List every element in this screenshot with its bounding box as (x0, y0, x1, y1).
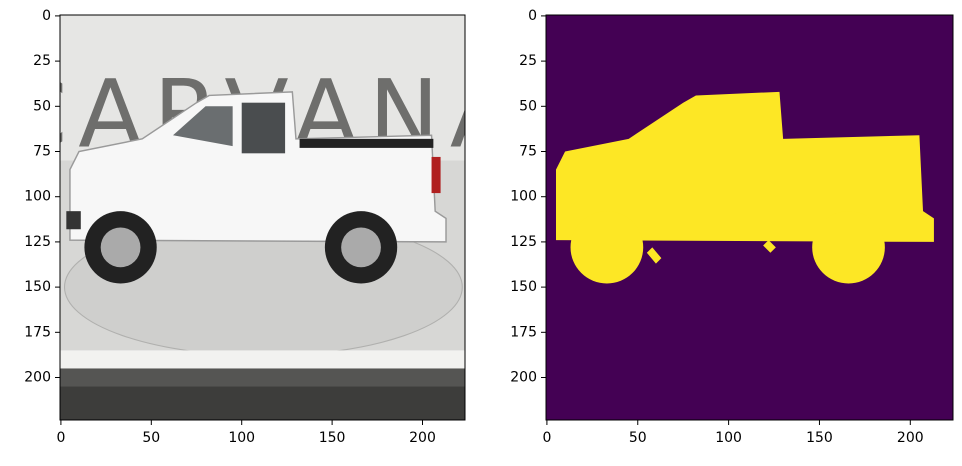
x-tick-label: 100 (228, 430, 255, 446)
y-tick-label: 200 (510, 370, 537, 386)
y-tick-label: 150 (24, 279, 51, 295)
axes-frame (545, 14, 954, 421)
x-tick-label: 0 (542, 430, 551, 446)
y-tick-label: 75 (33, 144, 51, 160)
y-tick-label: 50 (33, 98, 51, 114)
y-tick-label: 25 (33, 53, 51, 69)
y-tick-label: 0 (528, 8, 537, 24)
y-tick-label: 25 (519, 53, 537, 69)
y-tick-label: 150 (510, 279, 537, 295)
x-tick-label: 50 (629, 430, 647, 446)
y-tick-label: 175 (24, 324, 51, 340)
x-tick-label: 50 (142, 430, 160, 446)
x-tick-label: 100 (715, 430, 742, 446)
x-tick-label: 200 (897, 430, 924, 446)
y-tick-label: 125 (24, 234, 51, 250)
photo: CARVANA (60, 15, 465, 421)
x-tick-label: 150 (319, 430, 346, 446)
x-tick-label: 200 (409, 430, 436, 446)
y-tick-label: 200 (24, 370, 51, 386)
x-tick-label: 0 (56, 430, 65, 446)
y-tick-label: 75 (519, 144, 537, 160)
y-tick-label: 100 (510, 189, 537, 205)
y-tick-label: 100 (24, 189, 51, 205)
y-tick-label: 175 (510, 324, 537, 340)
y-tick-label: 50 (519, 98, 537, 114)
mask (546, 15, 953, 420)
y-tick-label: 0 (42, 8, 51, 24)
x-tick-label: 150 (806, 430, 833, 446)
y-tick-label: 125 (510, 234, 537, 250)
axes-frame (59, 14, 466, 421)
